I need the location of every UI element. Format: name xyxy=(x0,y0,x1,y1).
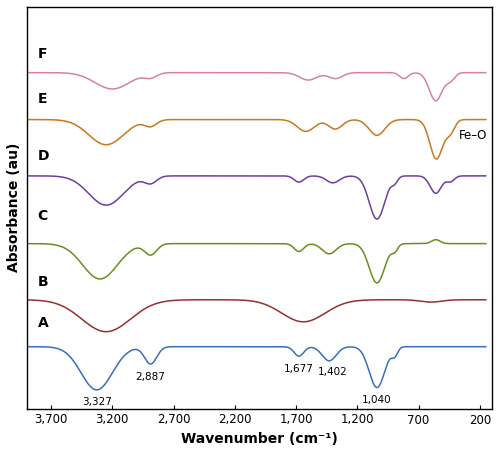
Text: B: B xyxy=(38,275,48,289)
Text: 2,887: 2,887 xyxy=(136,371,166,381)
Y-axis label: Absorbance (au): Absorbance (au) xyxy=(7,143,21,272)
Text: Fe–O: Fe–O xyxy=(459,129,488,142)
X-axis label: Wavenumber (cm⁻¹): Wavenumber (cm⁻¹) xyxy=(181,432,338,446)
Text: F: F xyxy=(38,48,47,62)
Text: C: C xyxy=(38,209,48,222)
Text: 1,402: 1,402 xyxy=(318,367,348,377)
Text: A: A xyxy=(38,316,48,330)
Text: E: E xyxy=(38,92,47,106)
Text: 3,327: 3,327 xyxy=(82,397,112,407)
Text: 1,677: 1,677 xyxy=(284,364,314,374)
Text: 1,040: 1,040 xyxy=(362,395,392,405)
Text: D: D xyxy=(38,149,49,163)
